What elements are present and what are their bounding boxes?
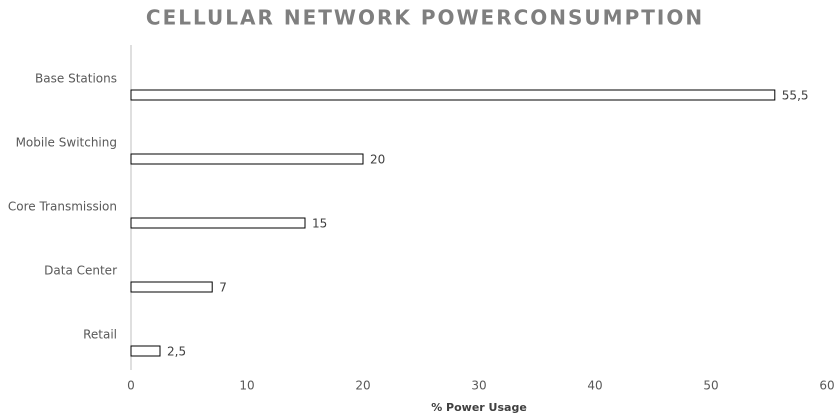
y-tick-label: Base Stations bbox=[35, 72, 117, 86]
x-tick-label: 10 bbox=[239, 379, 254, 393]
bar bbox=[130, 345, 161, 357]
bar bbox=[130, 281, 213, 293]
data-label: 7 bbox=[219, 281, 227, 295]
data-label: 55,5 bbox=[782, 89, 809, 103]
y-tick-label: Data Center bbox=[44, 264, 117, 278]
x-tick-label: 60 bbox=[819, 379, 834, 393]
x-tick-label: 50 bbox=[703, 379, 718, 393]
data-label: 2,5 bbox=[167, 345, 186, 359]
bar bbox=[130, 217, 306, 229]
data-label: 20 bbox=[370, 153, 385, 167]
x-axis-label: % Power Usage bbox=[431, 401, 527, 414]
y-tick-label: Retail bbox=[83, 328, 117, 342]
x-tick-label: 40 bbox=[587, 379, 602, 393]
bar bbox=[130, 89, 776, 101]
x-tick-label: 0 bbox=[127, 379, 135, 393]
data-label: 15 bbox=[312, 217, 327, 231]
x-tick-label: 30 bbox=[471, 379, 486, 393]
bar bbox=[130, 153, 364, 165]
x-tick-label: 20 bbox=[355, 379, 370, 393]
chart-title: CELLULAR NETWORK POWERCONSUMPTION bbox=[146, 6, 704, 30]
y-tick-label: Mobile Switching bbox=[16, 136, 117, 150]
y-tick-label: Core Transmission bbox=[8, 200, 117, 214]
